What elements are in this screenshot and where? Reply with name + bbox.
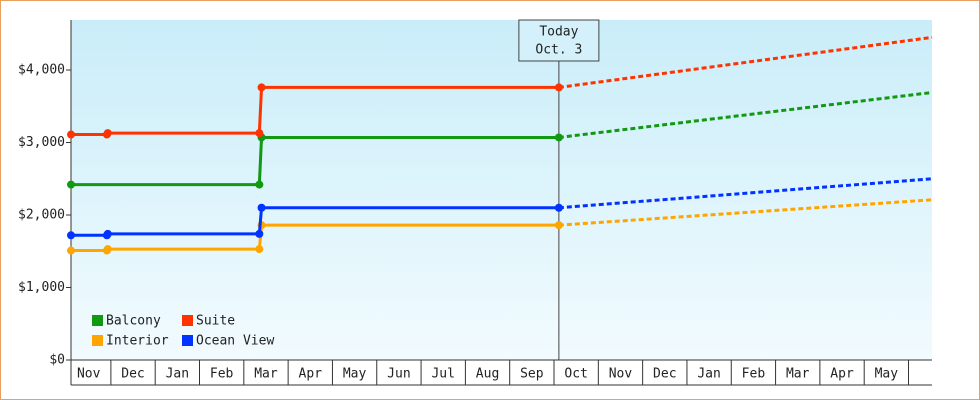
series-line [71,223,559,253]
x-tick-label: Feb [210,367,234,382]
legend-label: Ocean View [196,334,274,349]
y-tick-label: $4,000 [18,63,65,78]
point [67,130,75,139]
x-tick-label: Aug [476,367,499,382]
legend-swatch [182,335,193,346]
x-tick-label: Dec [653,367,676,382]
legend-label: Suite [196,314,235,329]
point [103,245,112,254]
legend-swatch [92,335,103,346]
x-tick-label: Apr [299,367,323,382]
point [67,246,75,255]
x-tick-label: Jul [431,367,454,382]
x-tick-label: Nov [609,367,633,382]
point [103,229,112,238]
point [67,180,75,189]
point [255,129,264,138]
x-tick-label: May [343,367,367,382]
today-box [518,19,600,62]
series-line [71,135,559,187]
point [103,129,112,138]
point [554,221,563,230]
x-tick-label: Jan [697,367,720,382]
projection-line [558,177,933,210]
point [554,133,563,142]
point [67,231,75,240]
today-label: Oct. 3 [535,43,582,58]
x-tick-label: Apr [830,367,854,382]
point [257,83,266,92]
series-line [71,206,559,237]
point [257,203,266,212]
legend-swatch [182,315,193,326]
x-tick-label: Sep [520,367,544,382]
y-tick-label: $1,000 [18,280,65,295]
legend-label: Interior [106,334,169,349]
x-tick-label: Mar [786,367,810,382]
projection-line [558,91,933,139]
x-tick-label: Jun [387,367,410,382]
x-tick-label: Mar [254,367,278,382]
y-tick-label: $3,000 [18,135,65,150]
projection-line [558,35,933,89]
today-label: Today [539,25,578,40]
series-line [71,85,559,137]
point [255,180,264,189]
x-tick-label: Nov [77,367,101,382]
point [255,245,264,254]
x-tick-label: May [875,367,899,382]
y-tick-label: $2,000 [18,208,65,223]
projection-line [558,198,933,227]
legend-swatch [92,315,103,326]
point [554,203,563,212]
x-tick-label: Jan [166,367,189,382]
plot-area [71,20,932,360]
x-tick-label: Dec [121,367,144,382]
point [554,83,563,92]
point [255,229,264,238]
y-tick-label: $0 [49,353,65,368]
legend-label: Balcony [106,314,161,329]
x-tick-label: Oct [564,367,587,382]
x-tick-label: Feb [742,367,766,382]
